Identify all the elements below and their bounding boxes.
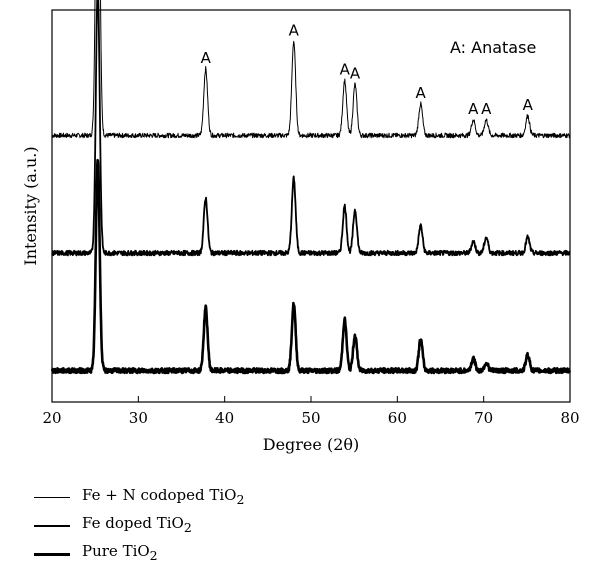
x-tick-label-6: 80 bbox=[560, 409, 579, 427]
peak-marker-8: A bbox=[523, 96, 534, 114]
peak-marker-4: A bbox=[350, 65, 361, 83]
legend-line-pure bbox=[34, 553, 70, 556]
legend: Fe + N codoped TiO2 Fe doped TiO2 Pure T… bbox=[34, 484, 294, 568]
x-tick-label-0: 20 bbox=[42, 409, 61, 427]
phase-label: A: Anatase bbox=[450, 38, 536, 57]
series-layer bbox=[50, 0, 572, 375]
x-axis-label: Degree (2θ) bbox=[263, 435, 360, 454]
peak-marker-5: A bbox=[415, 84, 426, 102]
peak-marker-3: A bbox=[340, 61, 351, 79]
legend-item-codoped: Fe + N codoped TiO2 bbox=[34, 484, 294, 512]
x-tick-label-2: 40 bbox=[215, 409, 234, 427]
x-tick-label-1: 30 bbox=[129, 409, 148, 427]
legend-label-pure: Pure TiO2 bbox=[82, 542, 158, 563]
x-axis-ticks: 20 30 40 50 60 70 80 bbox=[42, 396, 580, 427]
legend-label-fe-doped: Fe doped TiO2 bbox=[82, 514, 192, 535]
series-line-2 bbox=[50, 158, 572, 375]
x-tick-label-5: 70 bbox=[474, 409, 493, 427]
peak-marker-6: A bbox=[468, 100, 479, 118]
peak-marker-1: A bbox=[201, 49, 212, 67]
peak-marker-2: A bbox=[289, 21, 300, 39]
legend-item-fe-doped: Fe doped TiO2 bbox=[34, 512, 294, 540]
x-tick-label-4: 60 bbox=[388, 409, 407, 427]
series-line-0 bbox=[51, 0, 571, 139]
peak-marker-layer: AAAAAAAAA bbox=[201, 21, 534, 118]
plot-frame bbox=[51, 9, 571, 403]
legend-line-codoped bbox=[34, 497, 70, 498]
y-axis-label: Intensity (a.u.) bbox=[21, 146, 40, 265]
peak-marker-7: A bbox=[481, 100, 492, 118]
legend-line-fe-doped bbox=[34, 525, 70, 527]
x-tick-label-3: 50 bbox=[301, 409, 320, 427]
legend-label-codoped: Fe + N codoped TiO2 bbox=[82, 486, 245, 507]
series-line-1 bbox=[51, 0, 571, 257]
legend-item-pure: Pure TiO2 bbox=[34, 540, 294, 568]
